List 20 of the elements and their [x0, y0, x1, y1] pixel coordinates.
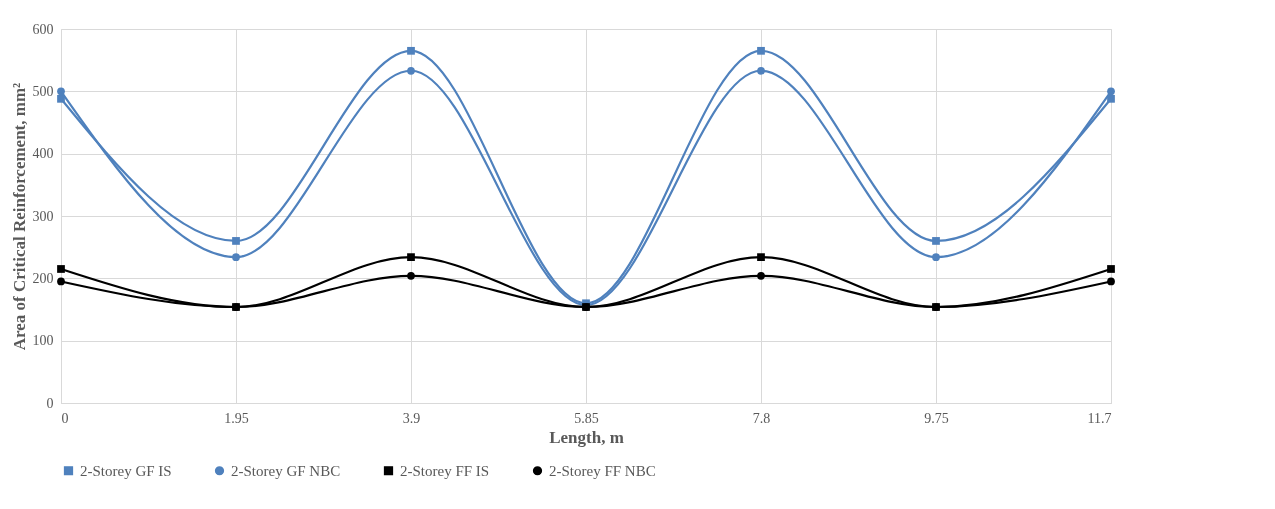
y-tick-label: 300 [32, 208, 54, 224]
x-tick-label: 7.8 [752, 410, 771, 426]
x-tick-label: 3.9 [402, 410, 421, 426]
legend-label: 2-Storey GF NBC [231, 462, 341, 479]
y-tick-label: 400 [32, 146, 54, 162]
y-tick-label: 200 [32, 270, 54, 286]
x-tick-label: 0 [61, 410, 69, 426]
y-axis-title: Area of Critical Reinforcement, mm² [9, 82, 29, 351]
x-tick-label: 9.75 [924, 410, 949, 426]
legend-label: 2-Storey FF IS [400, 462, 490, 479]
y-tick-label: 500 [32, 83, 54, 99]
x-tick-label: 1.95 [224, 410, 249, 426]
legend-label: 2-Storey FF NBC [549, 462, 656, 479]
legend-label: 2-Storey GF IS [80, 462, 172, 479]
x-tick-label: 5.85 [574, 410, 599, 426]
y-tick-label: 600 [32, 21, 54, 37]
y-tick-label: 0 [46, 395, 54, 411]
x-axis-title: Length, m [549, 427, 624, 447]
x-tick-label: 11.7 [1087, 410, 1112, 426]
y-tick-label: 100 [32, 333, 54, 349]
